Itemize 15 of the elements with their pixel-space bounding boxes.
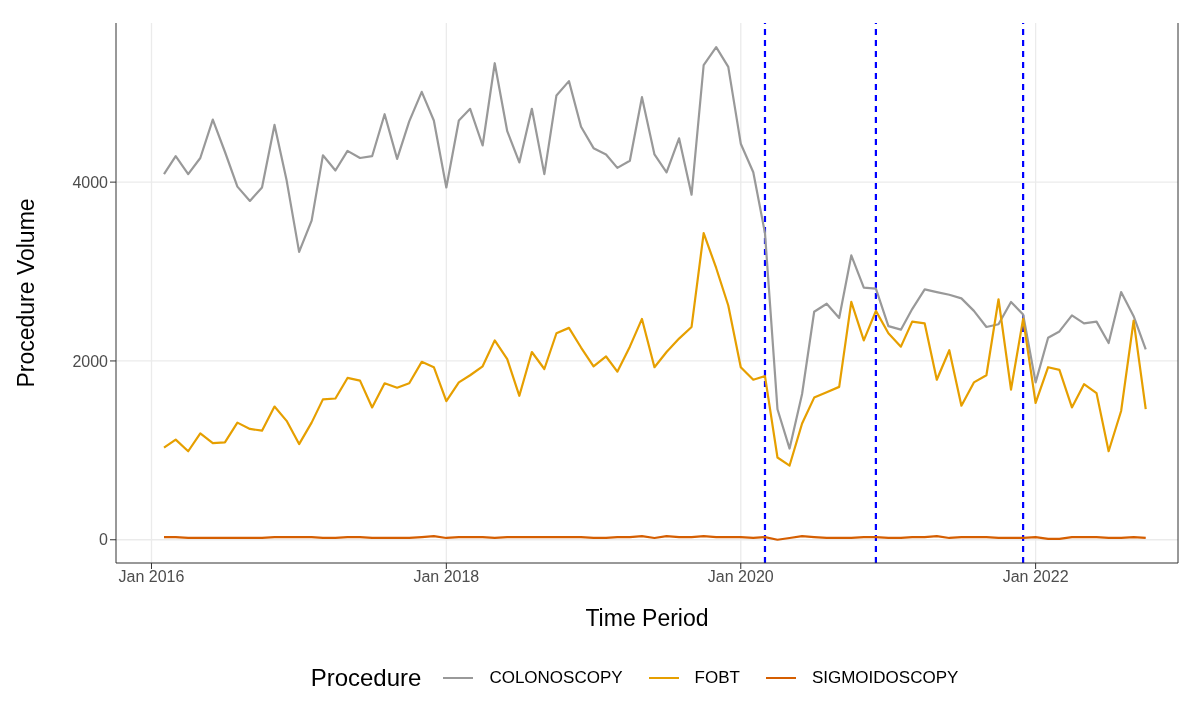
y-tick-label: 0: [99, 531, 109, 549]
x-tick-label: Jan 2016: [118, 568, 185, 586]
x-tick-label: Jan 2020: [707, 568, 774, 586]
y-axis-title: Procedure Volume: [13, 198, 40, 388]
x-axis-title: Time Period: [585, 605, 709, 631]
legend-label: FOBT: [694, 668, 740, 688]
legend-title: Procedure: [310, 664, 422, 692]
x-tick-label: Jan 2022: [1002, 568, 1069, 586]
y-tick-label: 2000: [72, 352, 109, 370]
y-tick-label: 4000: [72, 173, 109, 191]
line-series: [162, 232, 1147, 467]
legend-label: COLONOSCOPY: [489, 668, 623, 688]
legend-label: SIGMOIDOSCOPY: [811, 668, 959, 688]
line-series: [162, 46, 1147, 450]
x-tick-label: Jan 2018: [413, 568, 480, 586]
